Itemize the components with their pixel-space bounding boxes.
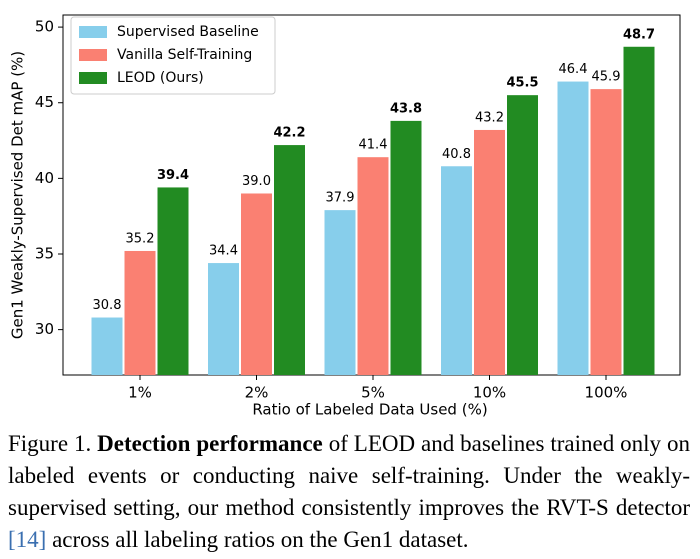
bar (390, 120, 422, 375)
value-label: 43.2 (475, 110, 504, 125)
caption-end: across all labeling ratios on the Gen1 d… (46, 527, 469, 552)
bar (274, 145, 305, 375)
caption-text: of LEOD and baselines trained only on la… (8, 431, 690, 520)
legend-swatch (79, 72, 107, 84)
bar (157, 187, 189, 375)
value-label: 45.9 (592, 70, 621, 85)
value-label: 40.8 (442, 147, 471, 162)
value-label: 41.4 (359, 138, 388, 153)
x-axis-label: Ratio of Labeled Data Used (%) (252, 401, 487, 419)
y-tick-label: 45 (35, 93, 54, 111)
caption: Figure 1. Detection performance of LEOD … (8, 428, 690, 556)
legend-swatch (79, 49, 107, 61)
value-label: 42.2 (273, 126, 305, 141)
caption-emphasis: Detection performance (97, 431, 323, 456)
y-tick-label: 30 (35, 320, 54, 338)
value-label: 35.2 (126, 231, 155, 246)
value-label: 34.4 (209, 244, 238, 259)
x-tick-label: 1% (128, 384, 152, 402)
x-tick-label: 2% (245, 384, 269, 402)
value-label: 39.0 (242, 174, 271, 189)
bar (241, 193, 272, 375)
bar (590, 89, 622, 375)
value-label: 37.9 (326, 191, 355, 206)
legend-label: Supervised Baseline (117, 24, 259, 40)
value-label: 46.4 (559, 62, 588, 77)
legend-swatch (79, 26, 107, 38)
x-tick-label: 100% (585, 384, 628, 402)
caption-label: Figure 1. (8, 431, 98, 456)
bar (623, 46, 655, 375)
bar (91, 317, 123, 375)
chart: Ratio of Labeled Data Used (%) Gen1 Weak… (9, 14, 681, 419)
x-tick-label: 5% (361, 384, 385, 402)
bar (324, 210, 356, 375)
bar (124, 250, 156, 375)
bar (208, 263, 239, 375)
bar (557, 81, 589, 375)
value-label: 43.8 (390, 101, 422, 116)
value-label: 45.5 (506, 76, 538, 91)
legend-label: Vanilla Self-Training (117, 47, 252, 63)
x-tick-label: 10% (473, 384, 506, 402)
legend-box (70, 16, 276, 95)
y-tick-label: 50 (35, 18, 54, 36)
bar (507, 95, 538, 376)
value-label: 30.8 (93, 298, 122, 313)
bar (441, 166, 472, 375)
caption-ref[interactable]: [14] (8, 527, 47, 552)
value-label: 48.7 (623, 27, 655, 42)
y-tick-label: 35 (35, 244, 54, 262)
value-label: 39.4 (157, 168, 189, 183)
bar (357, 157, 389, 375)
legend-label: LEOD (Ours) (117, 70, 204, 86)
bar (474, 129, 505, 375)
y-axis-label: Gen1 Weakly-Supervised Det mAP (%) (9, 51, 27, 339)
y-tick-label: 40 (35, 169, 54, 187)
